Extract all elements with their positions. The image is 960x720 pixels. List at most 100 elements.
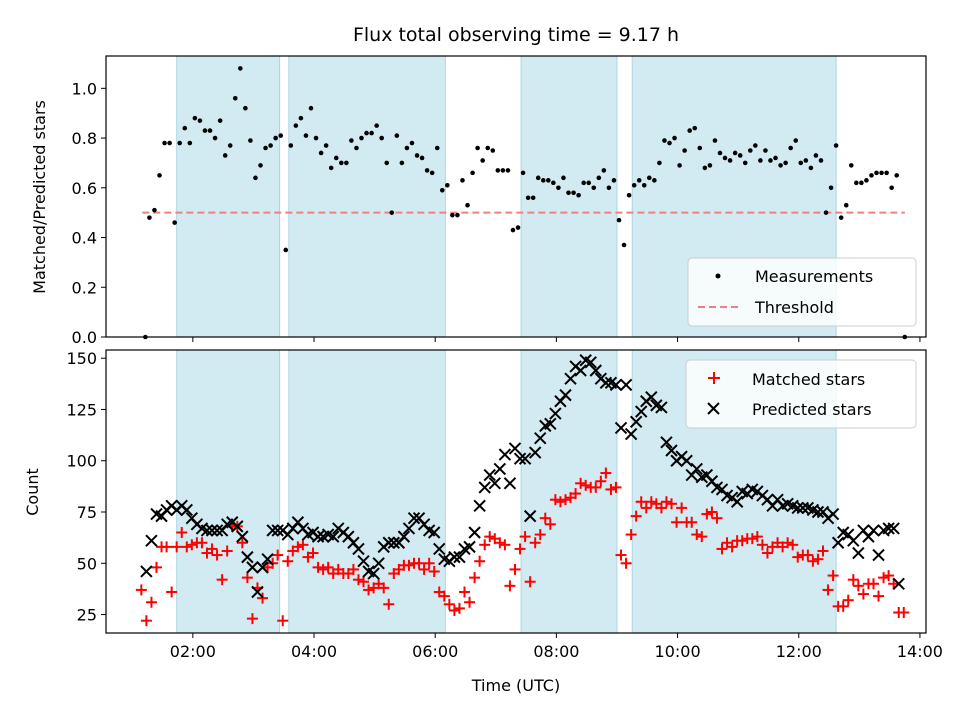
measurement-point (838, 215, 844, 220)
measurement-point (657, 160, 662, 166)
matched-star-point (383, 598, 395, 610)
matched-star-point (544, 518, 556, 530)
matched-star-point (878, 572, 890, 584)
measurement-point (152, 207, 157, 213)
predicted-star-point (867, 524, 880, 537)
predicted-star-point (513, 452, 527, 465)
measurement-point (520, 170, 526, 176)
measurement-point (546, 178, 551, 183)
x-tick-label: 06:00 (412, 642, 458, 661)
measurement-point (808, 165, 814, 171)
measurement-point (864, 178, 869, 183)
measurement-point (485, 145, 491, 151)
measurement-point (884, 170, 889, 176)
matched-star-point (726, 541, 738, 553)
matched-star-point (317, 563, 329, 575)
matched-star-point (625, 529, 637, 541)
measurement-point (702, 165, 708, 171)
measurement-point (606, 185, 612, 191)
measurement-point (747, 148, 753, 153)
measurement-point (778, 163, 783, 168)
matched-star-point (196, 537, 208, 549)
measurement-point (717, 150, 723, 156)
measurement-point (374, 123, 379, 128)
x-tick-label: 10:00 (655, 642, 701, 661)
top-y-tick-label: 0.4 (72, 229, 97, 248)
measurement-point (707, 163, 713, 168)
x-tick-label: 08:00 (533, 642, 579, 661)
matched-star-point (852, 580, 864, 592)
measurement-point (480, 158, 485, 163)
bottom-y-tick-label: 75 (77, 503, 97, 522)
predicted-star-point (251, 585, 264, 599)
matched-star-point (453, 602, 465, 614)
predicted-star-point (246, 561, 259, 574)
measurement-point (389, 210, 395, 215)
measurement-point (157, 173, 162, 178)
matched-star-point (292, 541, 304, 553)
predicted-star-point (180, 503, 193, 517)
measurement-point (318, 150, 324, 156)
matched-star-point (867, 578, 879, 590)
measurement-point (510, 227, 516, 233)
predicted-star-point (882, 522, 895, 535)
matched-star-point (898, 606, 910, 618)
bottom-y-tick-label: 50 (77, 554, 97, 573)
top-y-axis-label: Matched/Predicted stars (30, 100, 49, 294)
predicted-star-point (397, 530, 411, 543)
measurement-point (626, 192, 632, 198)
measurement-point (616, 217, 622, 223)
bottom-y-axis-label: Count (23, 468, 42, 516)
matched-star-point (145, 596, 157, 608)
measurement-point (429, 170, 435, 176)
matched-star-point (600, 467, 612, 479)
measurement-point (763, 148, 768, 153)
matched-star-point (827, 570, 839, 582)
measurement-point (313, 135, 319, 141)
matched-star-point (605, 483, 617, 495)
chart-title: Flux total observing time = 9.17 h (353, 24, 679, 46)
predicted-stars-points (140, 354, 905, 599)
matched-star-point (236, 537, 248, 549)
matched-star-point (161, 541, 173, 553)
measurement-point (167, 140, 172, 146)
predicted-star-point (629, 415, 643, 428)
matched-star-point (211, 549, 223, 561)
measurement-point (783, 160, 788, 166)
measurement-point (364, 130, 369, 136)
measurement-point (773, 155, 778, 161)
measurement-point (222, 153, 228, 158)
measurement-point (298, 115, 304, 121)
matched-star-point (539, 512, 551, 524)
matched-star-point (676, 502, 688, 514)
matched-star-point (620, 557, 632, 569)
predicted-star-point (523, 509, 537, 523)
measurement-point (338, 160, 344, 166)
predicted-star-point (508, 442, 522, 455)
predicted-star-point (574, 364, 587, 377)
predicted-star-point (205, 524, 219, 537)
measurement-point (187, 140, 193, 146)
x-tick-label: 12:00 (776, 642, 822, 661)
measurement-point (369, 130, 374, 136)
predicted-star-point (256, 561, 269, 574)
measurement-point (697, 145, 703, 151)
matched-star-point (691, 529, 703, 541)
measurement-point (768, 158, 773, 163)
measurement-point (682, 148, 687, 153)
shaded-region (176, 55, 281, 338)
measurement-point (424, 168, 430, 173)
top-y-tick-label: 0.2 (72, 278, 97, 297)
matched-star-point (494, 537, 506, 549)
measurement-point (419, 155, 425, 161)
predicted-star-point (887, 522, 900, 535)
measurement-point (859, 180, 864, 186)
matched-star-point (322, 561, 334, 573)
matched-star-point (575, 477, 587, 489)
top-shaded-regions (176, 55, 837, 338)
legend-matched-marker (708, 372, 720, 384)
predicted-star-point (463, 540, 476, 554)
predicted-star-point (210, 524, 224, 537)
matched-star-point (529, 537, 541, 549)
predicted-star-point (311, 530, 325, 543)
